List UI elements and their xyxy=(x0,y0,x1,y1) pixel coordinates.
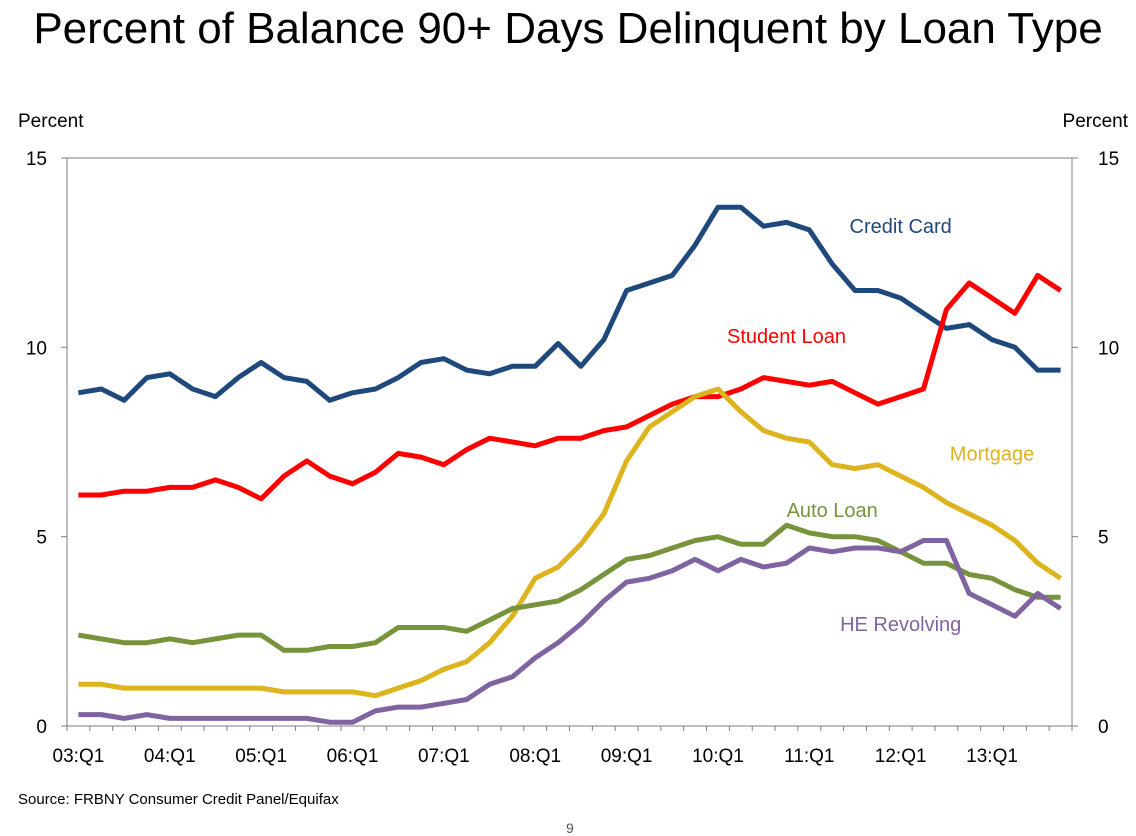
series-label-mortgage: Mortgage xyxy=(950,443,1035,465)
right-y-axis: 0 5 10 15 xyxy=(1072,149,1119,738)
series-line-mortgage xyxy=(78,389,1060,696)
source-note: Source: FRBNY Consumer Credit Panel/Equi… xyxy=(18,791,339,808)
series-labels: Credit Card Student Loan Mortgage Auto Loan… xyxy=(727,216,1034,636)
x-tick-label: 03:Q1 xyxy=(53,746,105,767)
x-tick-label: 06:Q1 xyxy=(327,746,379,767)
x-tick-label: 08:Q1 xyxy=(509,746,561,767)
x-tick-label: 09:Q1 xyxy=(601,746,653,767)
x-tick-label: 12:Q1 xyxy=(875,746,927,767)
x-tick-label: 11:Q1 xyxy=(784,746,834,767)
series-label-credit-card: Credit Card xyxy=(850,216,952,238)
x-axis: 03:Q1 04:Q1 05:Q1 06:Q1 07:Q1 08:Q1 09:Q1 10:Q1… xyxy=(53,726,1072,767)
x-tick-label: 04:Q1 xyxy=(144,746,196,767)
series-label-student-loan: Student Loan xyxy=(727,326,846,348)
series-label-he-revolving: HE Revolving xyxy=(840,614,961,636)
y-tick-label-left: 10 xyxy=(26,338,47,359)
y-tick-label-right: 15 xyxy=(1098,149,1119,170)
line-chart: Percent Percent 0 5 10 15 0 5 10 15 03:Q1 04:Q1… xyxy=(0,0,1136,834)
x-tick-label: 07:Q1 xyxy=(418,746,470,767)
left-axis-title: Percent xyxy=(18,111,84,132)
series-lines xyxy=(78,207,1060,722)
x-tick-label: 13:Q1 xyxy=(966,746,1018,767)
series-label-auto-loan: Auto Loan xyxy=(787,500,878,522)
y-tick-label-right: 0 xyxy=(1098,717,1109,738)
x-tick-label: 05:Q1 xyxy=(235,746,287,767)
left-y-axis: 0 5 10 15 xyxy=(26,149,67,738)
x-tick-label: 10:Q1 xyxy=(692,746,744,767)
y-tick-label-left: 0 xyxy=(36,717,47,738)
right-axis-title: Percent xyxy=(1063,111,1129,132)
y-tick-label-left: 5 xyxy=(36,528,47,549)
y-tick-label-right: 10 xyxy=(1098,338,1119,359)
y-tick-label-right: 5 xyxy=(1098,528,1109,549)
y-tick-label-left: 15 xyxy=(26,149,47,170)
